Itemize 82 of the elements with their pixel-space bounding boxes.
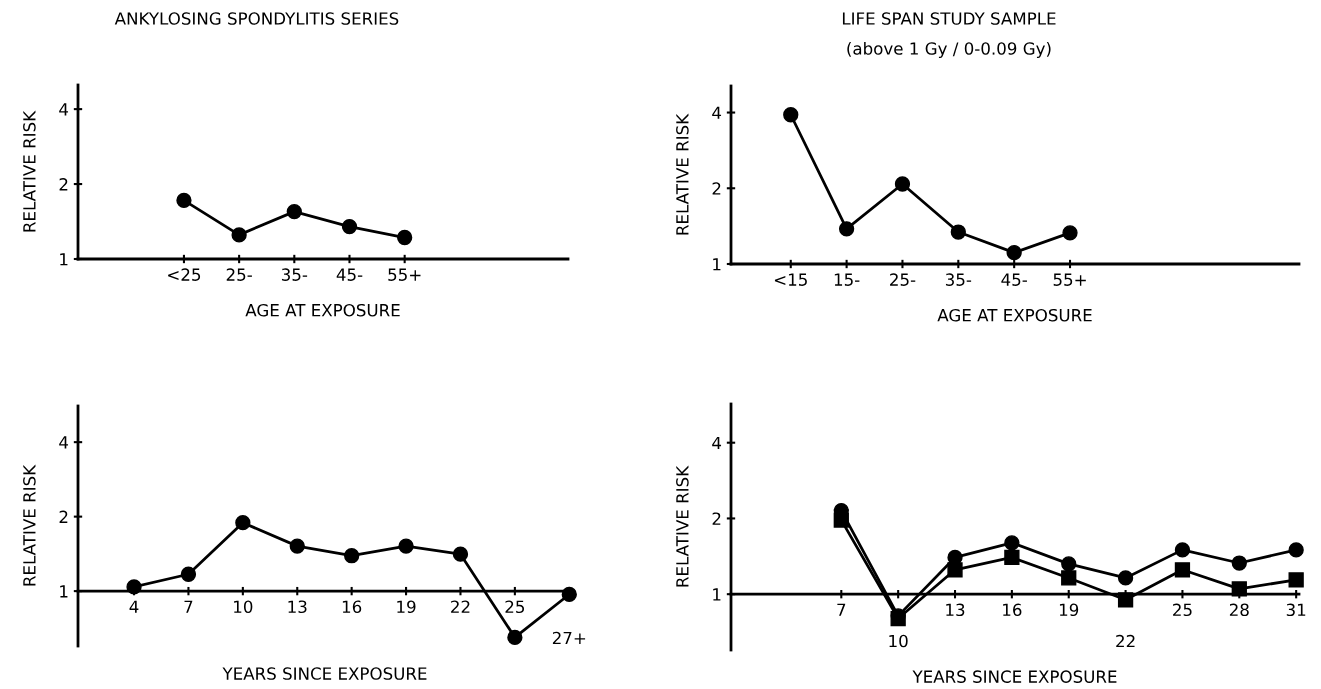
- x-tick-label: 35-: [281, 268, 308, 281]
- point: [1174, 562, 1191, 578]
- y-tick-label: 2: [59, 510, 68, 523]
- point: [783, 107, 799, 123]
- x-axis-title: YEARS SINCE EXPOSURE: [912, 670, 1117, 683]
- x-tick-label: 27+: [552, 631, 586, 645]
- x-tick-label: 16: [1003, 603, 1022, 617]
- x-tick-label: 22: [451, 600, 470, 613]
- x-tick-label: 4: [129, 600, 139, 613]
- x-tick-label: 45-: [336, 268, 363, 281]
- point: [894, 176, 911, 192]
- chart-title: ANKYLOSING SPONDYLITIS SERIES: [114, 12, 399, 25]
- point: [341, 218, 358, 235]
- point: [833, 512, 849, 528]
- chart-subtitle: (above 1 Gy / 0-0.09 Gy): [847, 41, 1051, 59]
- y-axis-title: RELATIVE RISK: [676, 465, 689, 587]
- x-tick-label: 45-: [1001, 273, 1027, 286]
- x-tick-label: 7: [184, 600, 193, 613]
- point: [1004, 549, 1020, 566]
- point: [950, 224, 966, 240]
- point: [397, 229, 413, 246]
- y-tick-label: 2: [712, 182, 721, 195]
- point: [1231, 555, 1247, 571]
- point: [398, 538, 414, 554]
- point: [1288, 542, 1304, 558]
- x-tick-label: 16: [342, 600, 362, 614]
- y-tick-label: 4: [712, 106, 722, 119]
- point: [1062, 225, 1078, 241]
- y-tick-label: 4: [712, 436, 722, 450]
- point: [231, 227, 247, 243]
- point: [235, 515, 251, 531]
- point: [180, 566, 197, 582]
- x-tick-label: 10: [234, 600, 253, 614]
- point: [947, 562, 963, 578]
- y-axis-title: RELATIVE RISK: [23, 110, 36, 232]
- x-tick-label: 55+: [388, 268, 421, 281]
- chart-title: LIFE SPAN STUDY SAMPLE: [842, 12, 1056, 25]
- point: [286, 203, 302, 220]
- x-tick-label: <25: [168, 268, 201, 281]
- point: [289, 538, 305, 554]
- x-tick-label: 55+: [1053, 273, 1086, 286]
- y-axis-title: RELATIVE RISK: [23, 464, 36, 586]
- point: [838, 221, 855, 237]
- x-tick-label: 25: [505, 600, 525, 614]
- y-tick-label: 4: [59, 436, 69, 449]
- x-tick-label: 25: [1173, 603, 1192, 617]
- y-tick-label: 1: [60, 585, 68, 598]
- point: [1174, 542, 1191, 558]
- x-tick-label: <15: [774, 273, 807, 286]
- y-tick-label: 2: [712, 512, 721, 525]
- point: [1117, 570, 1134, 586]
- y-tick-label: 2: [59, 178, 68, 191]
- x-tick-label: 22: [1116, 634, 1135, 648]
- x-tick-label: 13: [946, 603, 965, 617]
- x-tick-label: 7: [837, 603, 846, 616]
- point: [507, 629, 523, 646]
- x-tick-label: 31: [1286, 603, 1306, 617]
- y-tick-label: 1: [713, 588, 721, 601]
- y-tick-label: 1: [60, 253, 68, 266]
- point: [176, 192, 192, 209]
- point: [1061, 570, 1077, 586]
- x-axis-title: YEARS SINCE EXPOSURE: [222, 667, 427, 680]
- x-tick-label: 35-: [945, 273, 972, 286]
- y-tick-label: 1: [713, 258, 721, 271]
- point: [1004, 535, 1020, 551]
- point: [1288, 572, 1304, 588]
- point: [452, 546, 469, 562]
- x-axis-title: AGE AT EXPOSURE: [937, 308, 1092, 322]
- x-tick-label: 25-: [226, 268, 252, 281]
- x-tick-label: 10: [889, 634, 908, 648]
- x-tick-label: 19: [1059, 603, 1079, 617]
- y-tick-label: 4: [59, 103, 69, 116]
- x-tick-label: 15-: [834, 273, 860, 286]
- point: [1006, 244, 1022, 261]
- y-axis-title: RELATIVE RISK: [676, 113, 689, 235]
- point: [344, 548, 360, 564]
- x-tick-label: 13: [288, 600, 307, 614]
- x-tick-label: 25-: [890, 273, 916, 286]
- x-axis-title: AGE AT EXPOSURE: [245, 303, 400, 317]
- x-tick-label: 28: [1229, 603, 1249, 617]
- x-tick-label: 19: [397, 600, 416, 614]
- point: [1061, 556, 1077, 572]
